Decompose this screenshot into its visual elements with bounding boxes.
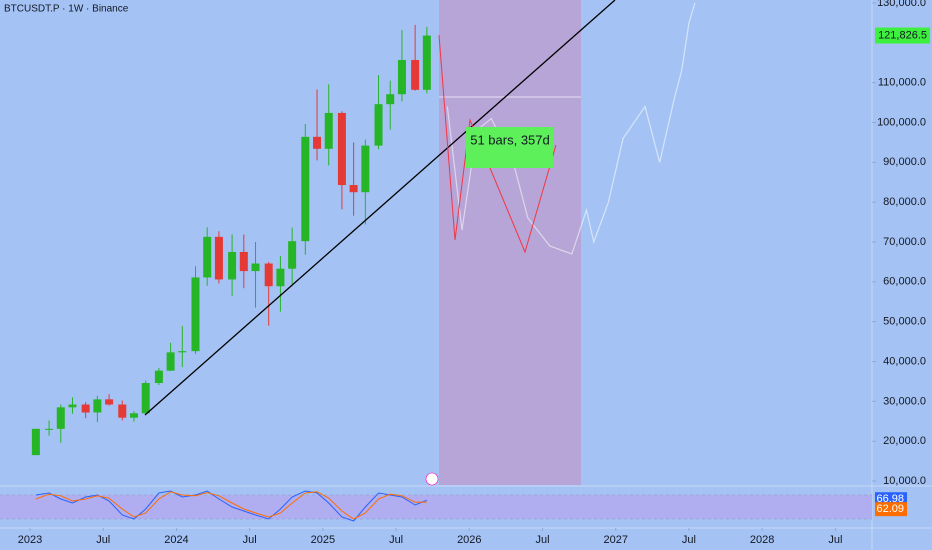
candle-body — [93, 399, 102, 413]
stoch-line — [35, 491, 427, 520]
candle-body — [154, 370, 163, 384]
candle-body — [422, 35, 431, 90]
y-tick-label: 90,000.0 — [883, 156, 926, 168]
stoch-value-box — [875, 502, 907, 517]
x-tick-label: Jul — [389, 534, 403, 546]
candle-body — [411, 59, 420, 90]
date-range — [439, 0, 581, 485]
candle-body — [251, 263, 260, 272]
stoch-value-label: 62.09 — [876, 503, 904, 515]
x-tick-label: 2027 — [604, 534, 628, 546]
candle-body — [31, 428, 40, 456]
candle-body — [276, 268, 285, 287]
candle-body — [337, 112, 346, 186]
marks — [0, 2, 872, 522]
candle-body — [214, 236, 223, 280]
x-tick-label: Jul — [535, 534, 549, 546]
y-tick-label: 40,000.0 — [883, 355, 926, 367]
x-tick-label: Jul — [96, 534, 110, 546]
candle-body — [178, 351, 187, 353]
last-price-label: 121,826.5 — [878, 29, 927, 41]
candle-body — [386, 94, 395, 105]
x-tick-label: 2023 — [18, 534, 42, 546]
candle-body — [288, 241, 297, 269]
y-tick-label: 70,000.0 — [883, 236, 926, 248]
annotation: 51 bars, 357d — [470, 132, 550, 147]
stoch-band — [0, 495, 872, 519]
candle-body — [118, 404, 127, 418]
candle-body — [397, 59, 406, 95]
arrow-path — [438, 34, 557, 254]
candle-body — [374, 104, 383, 146]
y-tick-label: 110,000.0 — [878, 77, 926, 89]
y-tick-label: 130,000.0 — [877, 0, 926, 9]
candle-body — [45, 428, 54, 430]
candle-body — [141, 383, 150, 414]
x-tick-label: 2025 — [311, 534, 335, 546]
candle-body — [264, 263, 273, 287]
candle-body — [239, 251, 248, 272]
y-tick-label: 50,000.0 — [883, 316, 926, 328]
y-tick-label: 10,000.0 — [883, 475, 926, 487]
projection-line — [446, 2, 696, 255]
candle-body — [228, 251, 237, 280]
y-tick-label: 80,000.0 — [883, 196, 926, 208]
y-tick-label: 100,000.0 — [877, 116, 926, 128]
y-tick-label: 30,000.0 — [883, 395, 926, 407]
stoch-value-label: 66.98 — [876, 493, 904, 505]
candle-body — [324, 112, 333, 149]
candle-body — [203, 236, 212, 278]
candle-body — [81, 404, 90, 413]
trend-line — [144, 0, 616, 416]
candle-body — [349, 185, 358, 193]
x-tick-label: 2026 — [457, 534, 481, 546]
candle-body — [313, 136, 322, 149]
x-tick-label: Jul — [828, 534, 842, 546]
last-price-box — [875, 27, 930, 44]
candle-body — [166, 352, 175, 371]
candle-body — [191, 277, 200, 352]
candle-body — [129, 413, 138, 418]
candle-body — [68, 404, 77, 408]
candle-body — [105, 399, 114, 405]
x-tick-label: 2028 — [750, 534, 774, 546]
event-icon — [425, 472, 439, 486]
axes: 130,000.0 110,000.0 100,000.0 90,000.0 80,00… — [18, 0, 930, 546]
candle-body — [56, 407, 65, 429]
candle-body — [301, 136, 310, 242]
x-tick-label: Jul — [243, 534, 257, 546]
y-tick-label: 20,000.0 — [883, 435, 926, 447]
annotation-box — [466, 127, 553, 168]
x-tick-label: Jul — [682, 534, 696, 546]
candle-body — [361, 145, 370, 193]
y-tick-label: 60,000.0 — [883, 276, 926, 288]
chart-title: BTCUSDT.P · 1W · Binance — [4, 4, 129, 15]
x-tick-label: 2024 — [164, 534, 188, 546]
